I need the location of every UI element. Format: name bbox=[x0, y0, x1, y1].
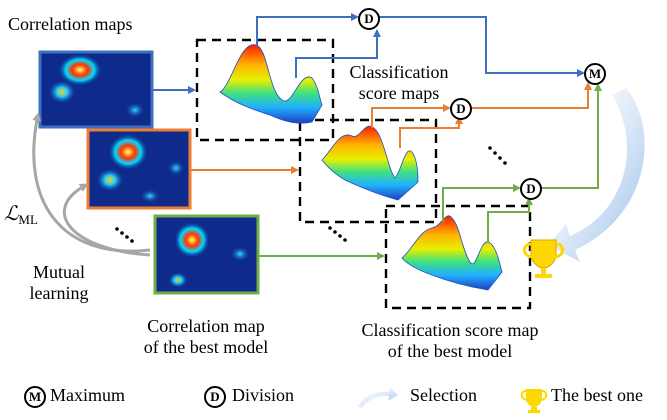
legend-maximum-label: Maximum bbox=[50, 385, 125, 405]
classification-score-maps-line2: score maps bbox=[358, 83, 440, 103]
orange-flow bbox=[190, 82, 592, 174]
score-surface-best bbox=[401, 215, 503, 291]
best-classification-line2: of the best model bbox=[387, 341, 513, 361]
mutual-learning-line1: Mutual bbox=[33, 262, 85, 282]
classification-score-maps-line1: Classification bbox=[349, 62, 449, 82]
trophy-icon bbox=[522, 239, 565, 278]
ellipsis-dots bbox=[115, 146, 507, 243]
correlation-map-2 bbox=[86, 128, 192, 210]
mutual-learning-arrows bbox=[32, 112, 151, 257]
loss-symbol: ℒ bbox=[4, 203, 19, 225]
maximum-legend-icon: M bbox=[28, 389, 42, 404]
mutual-learning-label: Mutual learning bbox=[14, 262, 104, 304]
loss-subscript: ML bbox=[18, 212, 38, 227]
maximum-operator: M bbox=[584, 63, 606, 85]
loss-label: ℒML bbox=[4, 204, 38, 230]
division-legend-icon: D bbox=[210, 389, 220, 404]
legend-selection-label: Selection bbox=[410, 385, 477, 405]
best-classification-map-label: Classification score map of the best mod… bbox=[330, 320, 570, 362]
dashed-box-2 bbox=[298, 118, 438, 224]
division-operator-icon: D bbox=[364, 11, 374, 26]
correlation-maps-label: Correlation maps bbox=[8, 14, 133, 34]
legend-maximum-symbol: M bbox=[24, 386, 46, 408]
maximum-operator-icon: M bbox=[588, 66, 602, 81]
score-surface-2 bbox=[321, 125, 419, 201]
division-operator-3: D bbox=[520, 178, 542, 200]
division-operator-1: D bbox=[358, 8, 380, 30]
legend-selection-icon bbox=[358, 387, 398, 408]
score-surface-1 bbox=[219, 44, 323, 124]
mutual-learning-line2: learning bbox=[29, 283, 89, 303]
best-correlation-map-label: Correlation map of the best model bbox=[116, 316, 296, 358]
classification-score-maps-label: Classification score maps bbox=[334, 62, 464, 104]
best-correlation-line2: of the best model bbox=[143, 337, 269, 357]
legend-division-label: Division bbox=[232, 385, 295, 405]
dashed-box-1 bbox=[195, 38, 335, 142]
correlation-map-1 bbox=[38, 50, 154, 129]
correlation-map-best bbox=[153, 214, 260, 295]
selection-arrow-icon bbox=[548, 88, 645, 262]
division-operator-2: D bbox=[450, 98, 472, 120]
blue-flow bbox=[152, 13, 585, 94]
green-flow bbox=[258, 83, 602, 260]
division-operator-icon: D bbox=[456, 101, 466, 116]
best-correlation-line1: Correlation map bbox=[147, 316, 265, 336]
legend-best-label: The best one bbox=[551, 385, 643, 405]
best-classification-line1: Classification score map bbox=[361, 320, 539, 340]
legend-division-symbol: D bbox=[204, 386, 226, 408]
legend-trophy-icon bbox=[520, 389, 548, 413]
division-operator-icon: D bbox=[526, 181, 536, 196]
